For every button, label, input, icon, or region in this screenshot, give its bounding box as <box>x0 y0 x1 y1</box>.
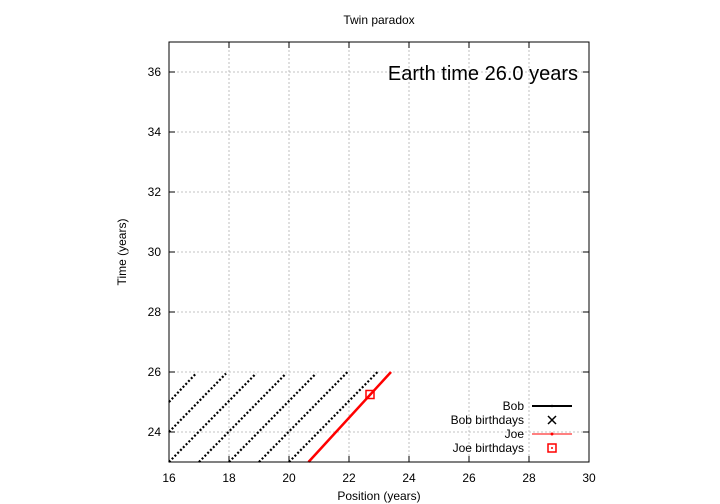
y-tick-label: 36 <box>148 65 162 79</box>
legend-label: Bob <box>503 399 525 413</box>
series-layer <box>168 371 392 463</box>
y-tick-label: 28 <box>148 305 162 319</box>
bob-worldline <box>168 372 227 433</box>
joe-worldline <box>307 371 392 463</box>
legend-swatch-bob-dot <box>550 404 554 408</box>
legend-swatch-joe-dot <box>550 432 554 436</box>
x-tick-label: 28 <box>522 471 536 485</box>
chart-title: Twin paradox <box>343 13 414 27</box>
y-tick-label: 34 <box>148 125 162 139</box>
legend-swatch-joe-birthdays-dot <box>551 447 553 449</box>
x-tick-label: 20 <box>282 471 296 485</box>
joe-birthday-center <box>369 393 371 396</box>
x-tick-label: 18 <box>222 471 236 485</box>
x-axis-title: Position (years) <box>337 489 420 503</box>
x-tick-label: 16 <box>162 471 176 485</box>
grid-lines <box>168 42 590 462</box>
tick-labels: 16 18 20 22 24 26 28 30 24 26 28 30 32 34 36 <box>148 65 596 485</box>
bob-worldline <box>258 371 349 463</box>
y-tick-label: 30 <box>148 245 162 259</box>
bob-worldline <box>198 372 287 463</box>
legend-label: Bob birthdays <box>451 413 524 427</box>
legend-swatch-joe-birthdays <box>547 443 557 453</box>
y-tick-label: 24 <box>148 425 162 439</box>
bob-worldline <box>228 372 317 463</box>
legend-label: Joe <box>505 427 525 441</box>
bob-worldline <box>168 372 197 403</box>
y-tick-label: 26 <box>148 365 162 379</box>
bob-worldline <box>288 371 379 463</box>
legend-swatch-bob-birthdays <box>547 415 557 425</box>
legend-label: Joe birthdays <box>453 441 524 455</box>
joe-birthday-marker <box>365 389 375 400</box>
x-tick-label: 30 <box>582 471 596 485</box>
x-tick-label: 26 <box>462 471 476 485</box>
y-tick-label: 32 <box>148 185 162 199</box>
earth-time-annotation: Earth time 26.0 years <box>388 63 578 85</box>
y-axis-title: Time (years) <box>115 219 129 286</box>
x-tick-label: 24 <box>402 471 416 485</box>
ticks <box>168 42 590 462</box>
bob-worldline <box>168 372 257 463</box>
x-tick-label: 22 <box>342 471 356 485</box>
